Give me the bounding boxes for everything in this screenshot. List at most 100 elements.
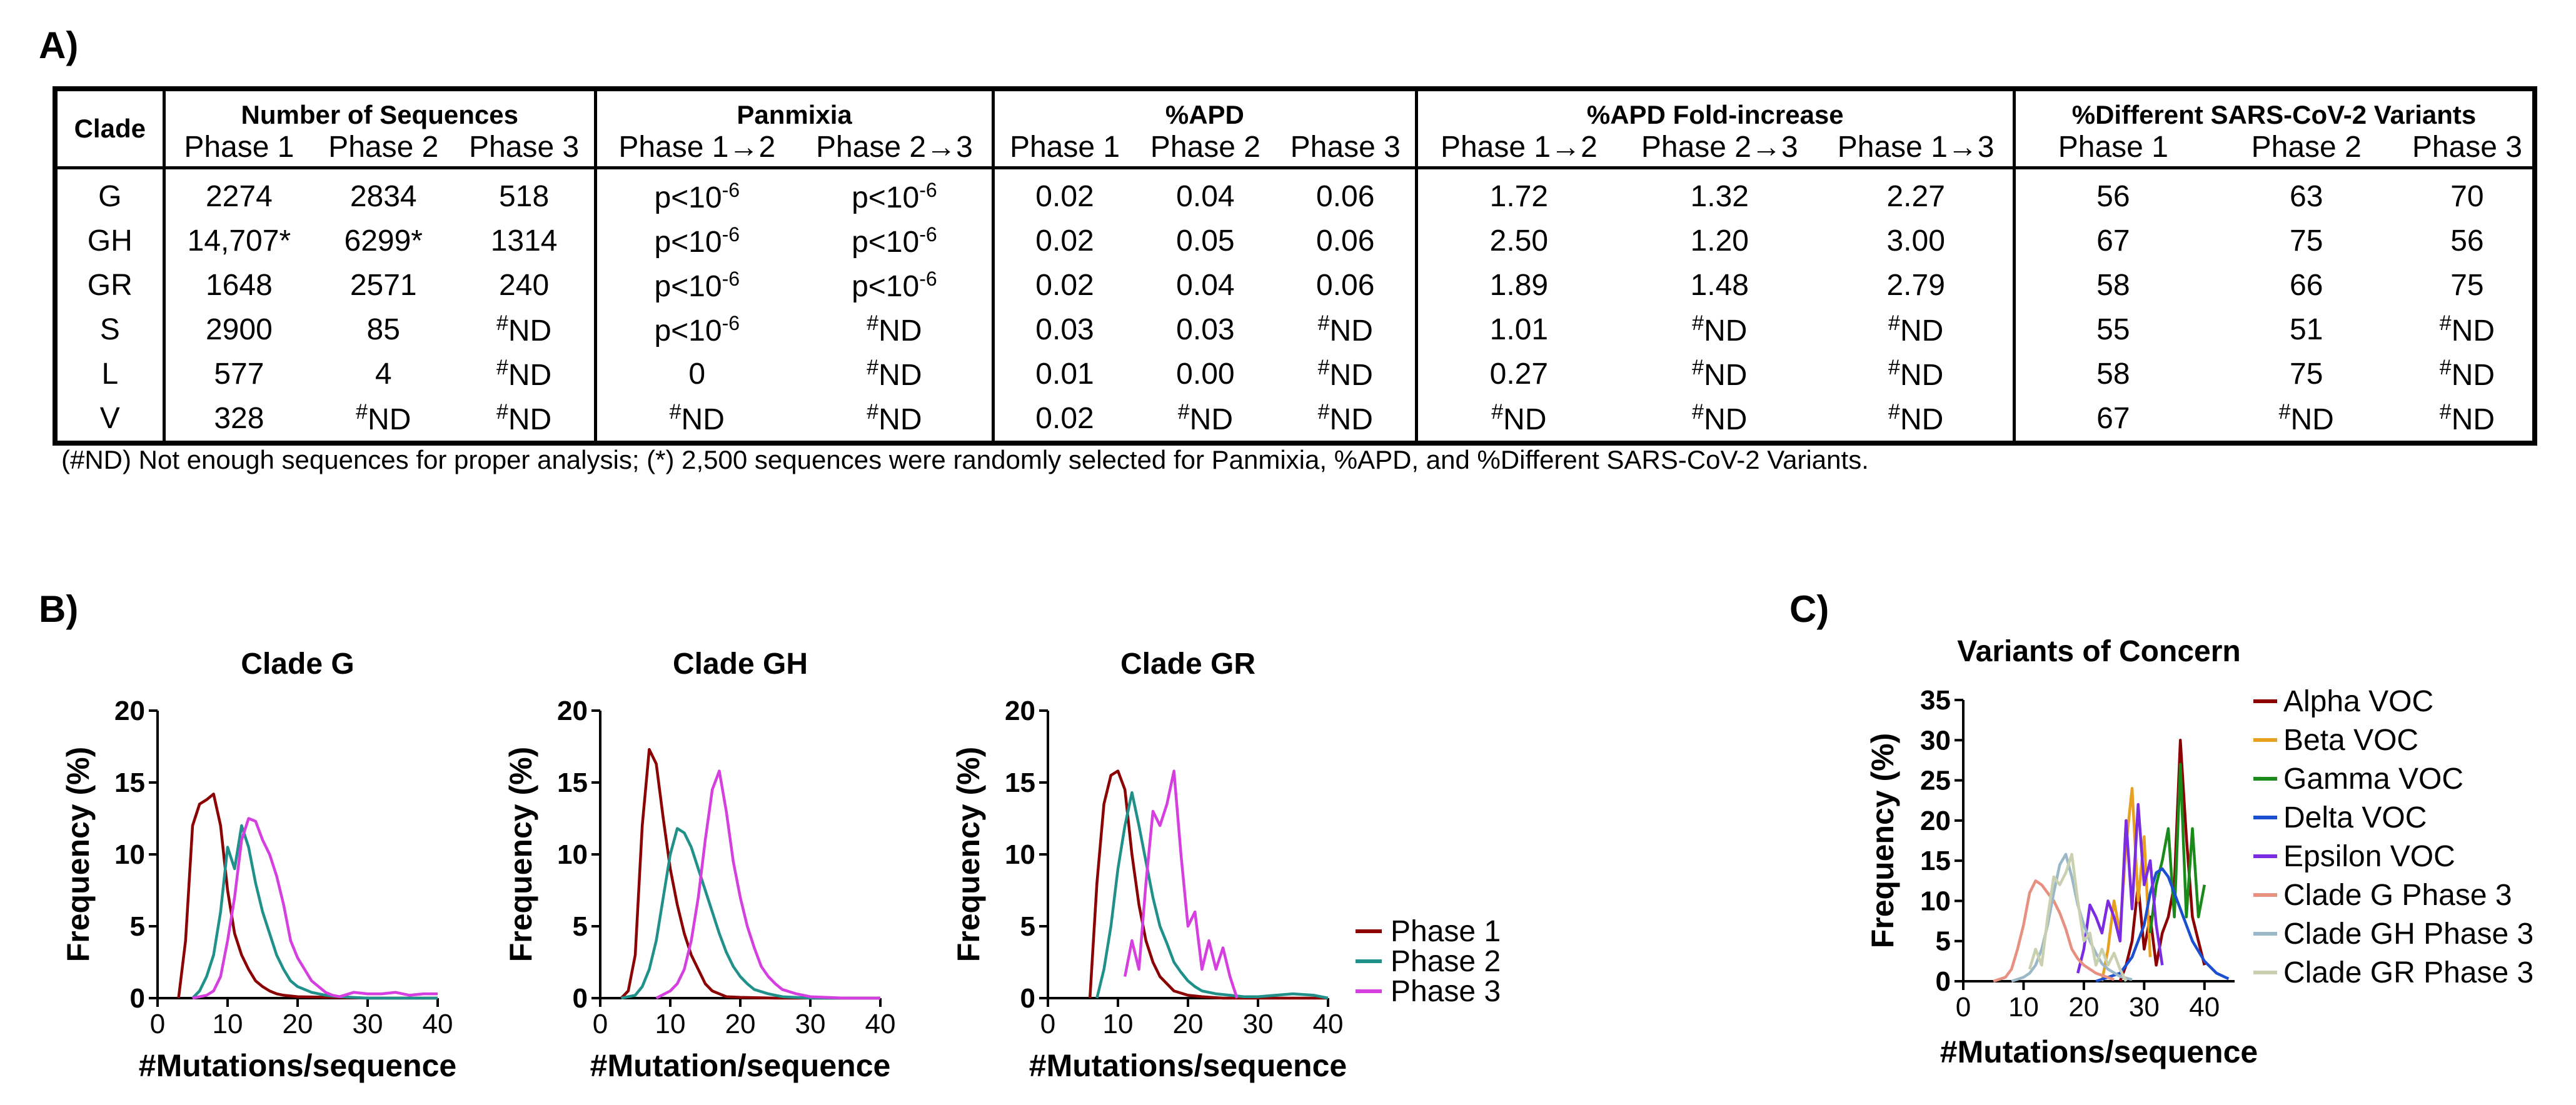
sub-header: Phase 3 <box>2402 130 2535 169</box>
chart-gr-series-phase-3 <box>1123 769 1239 999</box>
chart-gr-xtick-label: 20 <box>1173 1009 1204 1039</box>
panel-label-b: B) <box>39 588 79 630</box>
table-cell: #ND <box>1317 311 1373 348</box>
table-cell: #ND <box>496 400 552 436</box>
table-cell: #ND <box>1692 356 1748 392</box>
group-apd-fold-header: %APD Fold-increase <box>1414 89 2015 130</box>
table-cell: #ND <box>1888 400 1944 436</box>
chart-voc-xlabel: #Mutations/sequence <box>1940 1034 2258 1069</box>
table-cell: 240 <box>499 269 550 302</box>
table-cell: #ND <box>1692 400 1748 436</box>
chart-g-series-phase-1 <box>177 792 438 1000</box>
chart-voc-xtick-label: 40 <box>2189 992 2220 1022</box>
table-cell: #ND <box>867 311 922 348</box>
chart-gh-ytick-label: 15 <box>557 768 588 798</box>
table-cell: 63 <box>2290 180 2323 213</box>
table-cell: 2834 <box>350 180 417 213</box>
chart-voc-series-delta-voc <box>2095 867 2230 983</box>
legend-c-label: Beta VOC <box>2283 724 2418 757</box>
legend-c-label: Clade GR Phase 3 <box>2283 956 2533 989</box>
chart-g-series-phase-3 <box>192 817 438 1000</box>
sub-header: Phase 1 <box>162 130 313 169</box>
legend-c-label: Epsilon VOC <box>2283 840 2455 873</box>
chart-gr-ytick-label: 10 <box>1005 839 1035 870</box>
chart-g-xtick-label: 10 <box>213 1009 243 1039</box>
chart-voc-series-clade-g-phase-3 <box>1993 879 2115 983</box>
table-cell: #ND <box>356 400 411 436</box>
chart-gh-xtick-label: 20 <box>725 1009 756 1039</box>
table-cell: p<10-6 <box>852 222 937 259</box>
sub-header: Phase 2→3 <box>797 130 994 169</box>
chart-gr-ytick-label: 15 <box>1005 768 1035 798</box>
table-cell: 51 <box>2290 313 2323 346</box>
chart-gr-ytick-label: 0 <box>1020 983 1035 1014</box>
table-cell: 3.00 <box>1886 224 1945 258</box>
table-cell: 2900 <box>162 308 313 352</box>
table-cell: 66 <box>2290 269 2323 302</box>
table-cell: 0.05 <box>1176 224 1235 258</box>
panel-label-a: A) <box>39 24 79 66</box>
chart-voc-xtick-label: 10 <box>2008 992 2039 1022</box>
table-cell: 75 <box>2290 358 2323 391</box>
chart-gh-ytick-label: 10 <box>557 839 588 870</box>
table-cell: p<10-6 <box>593 219 797 263</box>
table-cell: 0.06 <box>1316 269 1375 302</box>
chart-g-ytick-label: 5 <box>130 911 145 942</box>
table-cell: 2.50 <box>1414 219 1621 263</box>
clade-header: Clade <box>55 89 164 169</box>
sub-header: Phase 1 <box>2012 130 2211 169</box>
table-cell: 1.48 <box>1690 269 1749 302</box>
chart-g-ytick-label: 10 <box>114 839 145 870</box>
chart-gh-xtick-label: 10 <box>655 1009 686 1039</box>
table-cell: #ND <box>1177 400 1233 436</box>
chart-gh-title: Clade GH <box>673 648 808 681</box>
table-cell: 56 <box>2450 224 2484 258</box>
table-cell: 4 <box>375 358 392 391</box>
table-cell: 67 <box>2012 219 2211 263</box>
panel-label-c: C) <box>1789 588 1829 630</box>
legend-c-label: Clade G Phase 3 <box>2283 879 2512 912</box>
table-cell: 0.04 <box>1176 180 1235 213</box>
table-cell: 1.72 <box>1414 168 1621 219</box>
table-cell: 56 <box>2012 168 2211 219</box>
table-cell: 55 <box>2012 308 2211 352</box>
chart-gr-xlabel: #Mutations/sequence <box>1029 1048 1347 1083</box>
chart-gr-xtick-label: 40 <box>1313 1009 1344 1039</box>
chart-g-xtick-label: 40 <box>423 1009 453 1039</box>
table-cell: 0.02 <box>992 396 1135 443</box>
table-cell: 0.06 <box>1316 180 1375 213</box>
sub-header: Phase 2 <box>2210 130 2402 169</box>
table-cell: 518 <box>499 180 550 213</box>
group-number-of-sequences-header: Number of Sequences <box>162 89 596 130</box>
chart-voc-series-alpha-voc <box>2118 739 2206 982</box>
chart-voc-ylabel: Frequency (%) <box>1865 733 1900 949</box>
chart-g-ytick-label: 20 <box>114 696 145 726</box>
table-cell: #ND <box>2278 400 2334 436</box>
chart-gh-xtick-label: 40 <box>865 1009 896 1039</box>
sub-header: Phase 1 <box>992 130 1135 169</box>
chart-gh-series-phase-1 <box>620 748 880 1000</box>
table-cell: 0.03 <box>1176 313 1235 346</box>
sub-header: Phase 1→2 <box>1414 130 1621 169</box>
chart-gr-xtick-label: 0 <box>1040 1009 1055 1039</box>
table-row: S 2900 85 #ND p<10-6 #ND 0.03 0.03 #ND 1.01 #ND #ND… <box>55 308 2535 352</box>
chart-gr-xtick-label: 30 <box>1243 1009 1274 1039</box>
table-cell: 0 <box>593 352 797 396</box>
sub-header: Phase 2→3 <box>1620 130 1819 169</box>
table-cell: p<10-6 <box>852 178 937 214</box>
sub-header: Phase 3 <box>454 130 596 169</box>
chart-voc-xtick-label: 20 <box>2068 992 2099 1022</box>
legend-b-label: Phase 3 <box>1391 975 1501 1008</box>
clade-cell: GH <box>87 224 133 258</box>
table-cell: 328 <box>162 396 313 443</box>
table-cell: 6299* <box>344 224 423 258</box>
table-cell: #ND <box>1414 396 1621 443</box>
table-cell: #ND <box>2439 311 2495 348</box>
chart-gh-ytick-label: 0 <box>573 983 588 1014</box>
clade-cell: V <box>99 402 120 435</box>
chart-voc-ytick-label: 30 <box>1920 725 1951 756</box>
chart-g-ytick-label: 0 <box>130 983 145 1014</box>
summary-table: Clade Number of Sequences Panmixia %APD %APD… <box>53 86 2537 446</box>
chart-voc-ytick-label: 20 <box>1920 806 1951 836</box>
chart-voc-ytick-label: 5 <box>1936 926 1951 957</box>
